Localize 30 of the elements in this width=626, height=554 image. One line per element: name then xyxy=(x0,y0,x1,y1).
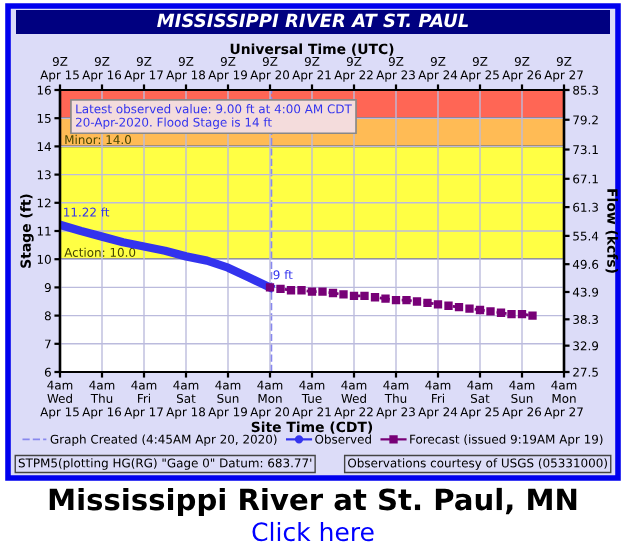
point xyxy=(528,311,537,320)
point xyxy=(328,288,338,298)
point xyxy=(475,305,485,315)
point xyxy=(265,283,275,292)
text: Click here xyxy=(252,521,374,542)
point xyxy=(370,293,380,302)
point xyxy=(297,286,306,295)
point xyxy=(423,298,432,308)
point xyxy=(517,310,527,319)
point xyxy=(381,294,390,303)
point xyxy=(454,302,464,312)
point xyxy=(307,287,317,296)
point xyxy=(496,308,506,317)
point xyxy=(507,310,516,319)
point xyxy=(486,307,495,316)
line-series xyxy=(60,220,275,292)
point xyxy=(412,297,422,306)
point xyxy=(276,284,285,293)
point xyxy=(339,290,348,299)
point xyxy=(402,295,411,305)
point xyxy=(286,286,296,295)
point xyxy=(360,291,369,301)
point xyxy=(391,295,401,305)
point xyxy=(444,301,453,310)
point xyxy=(349,291,359,301)
point xyxy=(465,304,474,313)
point xyxy=(318,287,327,296)
chart-title: MISSISSIPPI RIVER AT ST. PAUL xyxy=(157,13,468,28)
point xyxy=(433,300,443,309)
text: Mississippi River at St. Paul, MN xyxy=(49,487,577,517)
